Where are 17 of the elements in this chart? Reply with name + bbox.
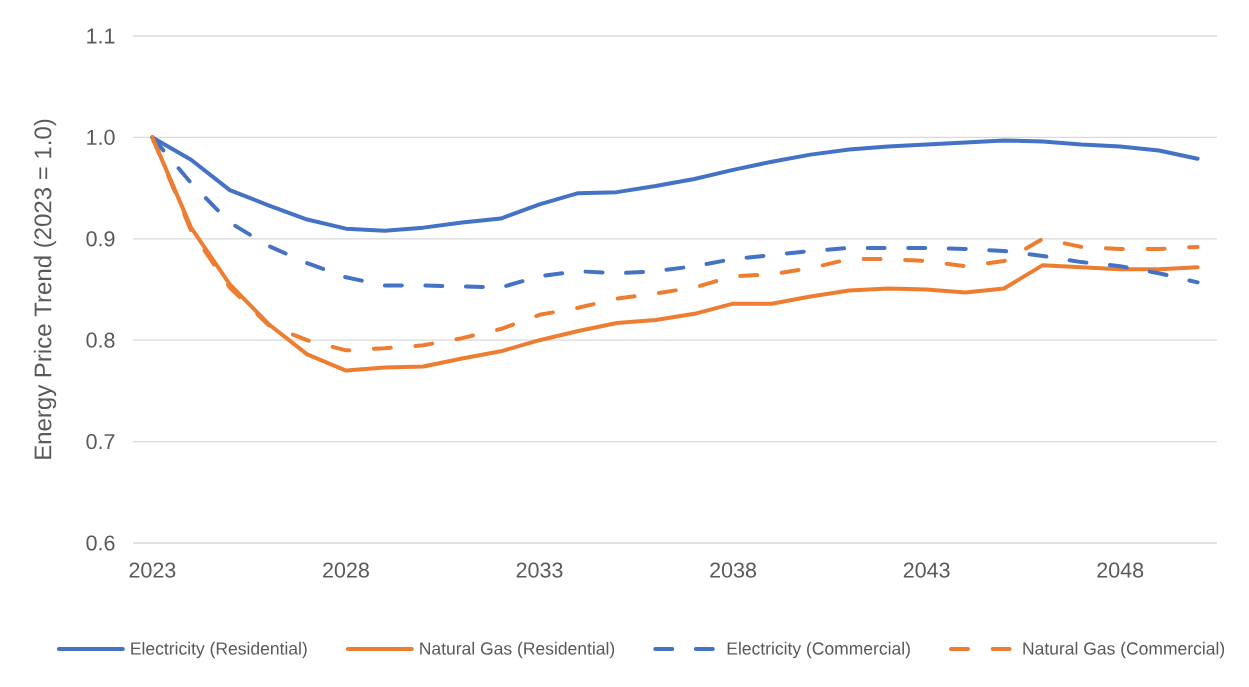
x-tick-label: 2038 — [710, 562, 757, 578]
x-tick-label: 2033 — [516, 562, 563, 578]
y-axis-title: Energy Price Trend (2023 = 1.0) — [33, 119, 57, 459]
legend-label: Electricity (Residential) — [131, 641, 307, 659]
y-tick-label: 0.8 — [86, 332, 115, 348]
legend-label: Electricity (Commercial) — [727, 641, 910, 659]
y-tick-label: 0.6 — [86, 535, 115, 551]
legend-label: Natural Gas (Residential) — [420, 641, 615, 659]
y-tick-label: 1.1 — [87, 28, 115, 44]
x-tick-label: 2023 — [129, 562, 176, 578]
y-tick-label: 0.9 — [86, 231, 115, 247]
x-tick-label: 2043 — [903, 562, 950, 578]
y-tick-label: 1.0 — [87, 129, 115, 145]
x-tick-label: 2028 — [323, 562, 369, 578]
legend-label: Natural Gas (Commercial) — [1023, 641, 1225, 659]
x-tick-label: 2048 — [1097, 562, 1144, 578]
y-tick-label: 0.7 — [86, 433, 115, 450]
